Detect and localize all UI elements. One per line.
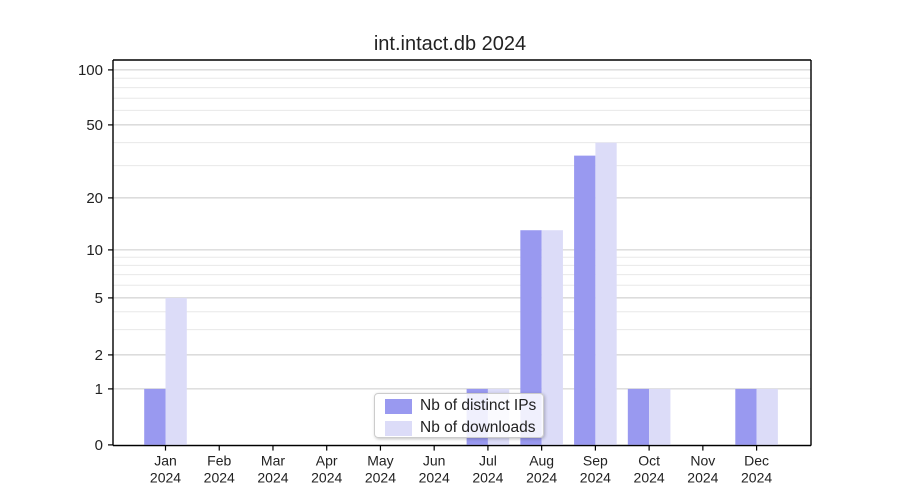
svg-text:Dec: Dec	[744, 453, 769, 469]
svg-text:2: 2	[95, 347, 103, 364]
svg-text:Mar: Mar	[261, 453, 285, 469]
svg-text:5: 5	[95, 290, 103, 307]
svg-text:2024: 2024	[687, 470, 718, 486]
svg-text:2024: 2024	[741, 470, 772, 486]
svg-text:Jul: Jul	[479, 453, 497, 469]
svg-text:10: 10	[86, 242, 103, 259]
svg-text:2024: 2024	[419, 470, 450, 486]
svg-text:0: 0	[95, 437, 103, 454]
svg-text:20: 20	[86, 190, 103, 207]
svg-text:Aug: Aug	[529, 453, 554, 469]
svg-text:Apr: Apr	[316, 453, 338, 469]
svg-text:100: 100	[78, 62, 103, 79]
svg-text:2024: 2024	[580, 470, 611, 486]
svg-text:Feb: Feb	[207, 453, 231, 469]
svg-text:2024: 2024	[526, 470, 557, 486]
svg-text:2024: 2024	[472, 470, 503, 486]
svg-text:Jan: Jan	[154, 453, 177, 469]
svg-text:1: 1	[95, 381, 103, 398]
svg-text:Jun: Jun	[423, 453, 446, 469]
svg-text:2024: 2024	[150, 470, 181, 486]
svg-text:50: 50	[86, 117, 103, 134]
svg-text:2024: 2024	[257, 470, 288, 486]
svg-text:May: May	[367, 453, 393, 469]
svg-text:2024: 2024	[311, 470, 342, 486]
svg-text:2024: 2024	[634, 470, 665, 486]
svg-text:Oct: Oct	[638, 453, 660, 469]
svg-text:2024: 2024	[204, 470, 235, 486]
svg-text:Nov: Nov	[690, 453, 715, 469]
svg-text:Sep: Sep	[583, 453, 608, 469]
svg-text:2024: 2024	[365, 470, 396, 486]
